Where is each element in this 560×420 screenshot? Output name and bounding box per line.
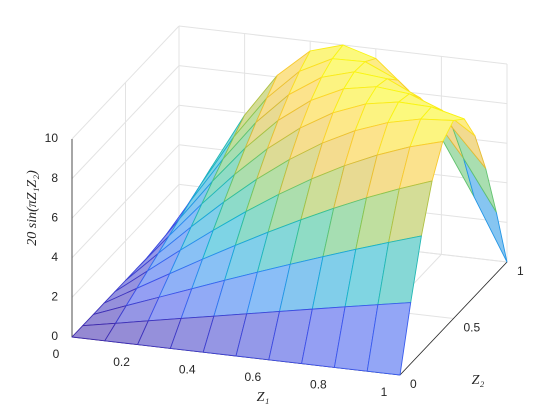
y-tick-label: 0.5 bbox=[464, 321, 481, 335]
x-tick-label: 1 bbox=[381, 385, 388, 399]
grid-line bbox=[71, 25, 180, 140]
z-tick-label: 0 bbox=[51, 329, 58, 343]
surface-cell bbox=[366, 302, 412, 376]
axis-line bbox=[399, 261, 508, 376]
grid-line bbox=[71, 65, 180, 179]
z-tick-label: 2 bbox=[51, 290, 58, 304]
z-tick-label: 4 bbox=[51, 250, 58, 264]
z-tick-label: 6 bbox=[51, 210, 58, 224]
z-tick-label: 10 bbox=[45, 131, 59, 145]
z-axis-label: 20 sin(πZ₁Z₂) bbox=[25, 170, 40, 246]
grid-line bbox=[71, 144, 180, 259]
x-tick-label: 0.6 bbox=[244, 370, 261, 384]
x-axis-label: Z₁ bbox=[257, 390, 270, 405]
y-tick-label: 0 bbox=[410, 377, 417, 391]
y-tick-label: 1 bbox=[517, 264, 524, 278]
y-axis-label: Z₂ bbox=[472, 373, 485, 388]
grid-line bbox=[71, 184, 180, 298]
x-tick-label: 0 bbox=[53, 347, 60, 361]
grid-line bbox=[71, 104, 180, 219]
x-tick-label: 0.8 bbox=[310, 378, 327, 392]
x-tick-label: 0.2 bbox=[113, 355, 130, 369]
z-tick-label: 8 bbox=[51, 171, 58, 185]
x-tick-label: 0.4 bbox=[179, 362, 196, 376]
